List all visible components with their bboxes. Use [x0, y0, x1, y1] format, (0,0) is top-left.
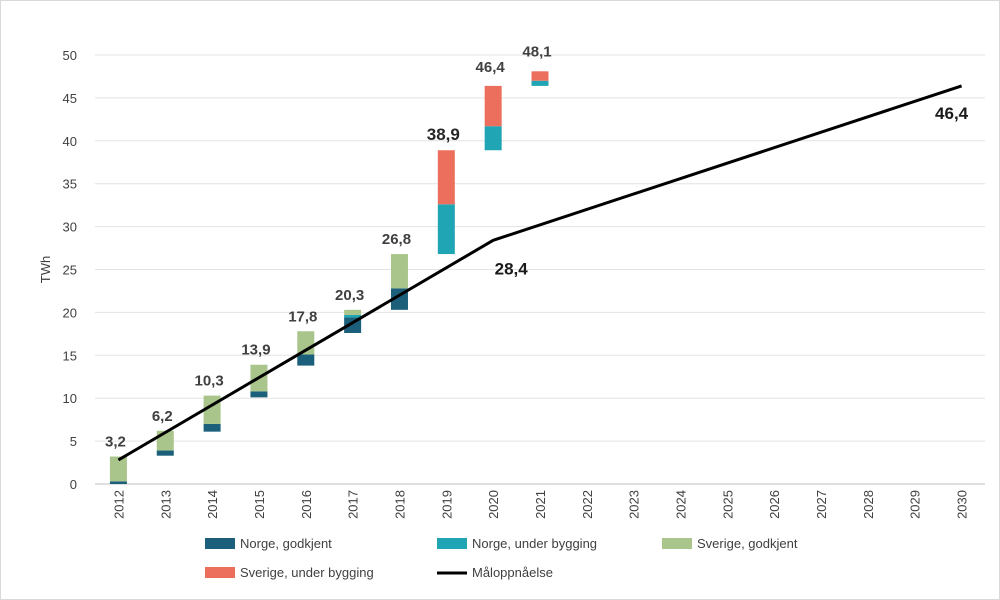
legend-label: Måloppnåelse	[472, 565, 553, 580]
legend-swatch	[205, 538, 235, 549]
bar-segment	[531, 80, 549, 86]
x-tick-label: 2012	[111, 490, 126, 519]
x-tick-label: 2024	[674, 490, 689, 519]
y-tick-label: 30	[63, 220, 77, 235]
x-tick-label: 2026	[767, 490, 782, 519]
bar-segment	[437, 204, 455, 255]
legend-label: Sverige, under bygging	[240, 565, 374, 580]
x-tick-label: 2028	[861, 490, 876, 519]
gridlines	[95, 54, 985, 485]
x-tick-label: 2029	[908, 490, 923, 519]
x-tick-label: 2023	[627, 490, 642, 519]
legend-label: Sverige, godkjent	[697, 536, 798, 551]
x-tick-label: 2022	[580, 490, 595, 519]
total-label: 20,3	[335, 287, 364, 304]
total-label: 10,3	[195, 373, 224, 390]
bar-segment	[297, 354, 315, 366]
legend-item: Sverige, under bygging	[205, 565, 374, 580]
bar-segment	[531, 71, 549, 81]
data-labels: 28,4 46,4 3,2 6,2 10,3 13,9 17,8 20,3 26,8 38,9 46…	[105, 43, 969, 450]
bar-segment	[344, 309, 362, 315]
bar-segment	[390, 254, 408, 289]
bar-segment	[344, 314, 362, 318]
legend-swatch	[662, 538, 692, 549]
bar-segment	[203, 423, 221, 432]
bar-segment	[437, 150, 455, 205]
y-tick-label: 45	[63, 91, 77, 106]
x-tick-label: 2021	[533, 490, 548, 519]
legend-item: Sverige, godkjent	[662, 536, 798, 551]
bar-segment	[156, 450, 174, 456]
x-tick-label: 2030	[955, 490, 970, 519]
x-tick-label: 2019	[439, 490, 454, 519]
total-label: 13,9	[241, 342, 270, 359]
legend: Norge, godkjent Norge, under bygging Sveri…	[205, 536, 798, 580]
x-tick-label: 2025	[720, 490, 735, 519]
y-tick-label: 25	[63, 263, 77, 278]
bar-segment	[484, 126, 502, 151]
legend-swatch	[437, 538, 467, 549]
legend-label: Norge, godkjent	[240, 536, 332, 551]
y-tick-label: 35	[63, 177, 77, 192]
bar-segment	[484, 85, 502, 127]
legend-item: Måloppnåelse	[437, 565, 553, 580]
total-label: 6,2	[152, 408, 173, 425]
y-tick-label: 5	[70, 434, 77, 449]
x-tick-label: 2016	[299, 490, 314, 519]
y-tick-label: 50	[63, 48, 77, 63]
x-tick-label: 2014	[205, 490, 220, 519]
legend-swatch	[205, 567, 235, 578]
x-tick-label: 2020	[486, 490, 501, 519]
legend-item: Norge, under bygging	[437, 536, 597, 551]
total-label: 48,1	[522, 43, 551, 60]
target-value-label: 46,4	[935, 104, 969, 123]
total-label: 26,8	[382, 231, 411, 248]
x-tick-label: 2017	[346, 490, 361, 519]
x-tick-label: 2015	[252, 490, 267, 519]
bar-segment	[109, 456, 127, 482]
total-label: 38,9	[427, 125, 460, 144]
x-tick-label: 2027	[814, 490, 829, 519]
y-tick-label: 0	[70, 477, 77, 492]
total-label: 46,4	[476, 59, 506, 76]
legend-item: Norge, godkjent	[205, 536, 332, 551]
target-line	[117, 84, 963, 462]
x-tick-label: 2018	[392, 490, 407, 519]
x-tick-label: 2013	[158, 490, 173, 519]
bars	[109, 71, 549, 484]
total-label: 17,8	[288, 308, 317, 325]
total-label: 3,2	[105, 434, 126, 451]
y-axis-label: TWh	[38, 256, 53, 283]
target-line-group	[117, 84, 963, 462]
y-tick-label: 20	[63, 305, 77, 320]
y-tick-label: 10	[63, 391, 77, 406]
y-tick-label: 15	[63, 348, 77, 363]
bar-segment	[250, 391, 268, 398]
y-tick-label: 40	[63, 134, 77, 149]
legend-label: Norge, under bygging	[472, 536, 597, 551]
bar-segment	[109, 481, 127, 484]
target-value-label: 28,4	[495, 259, 529, 278]
